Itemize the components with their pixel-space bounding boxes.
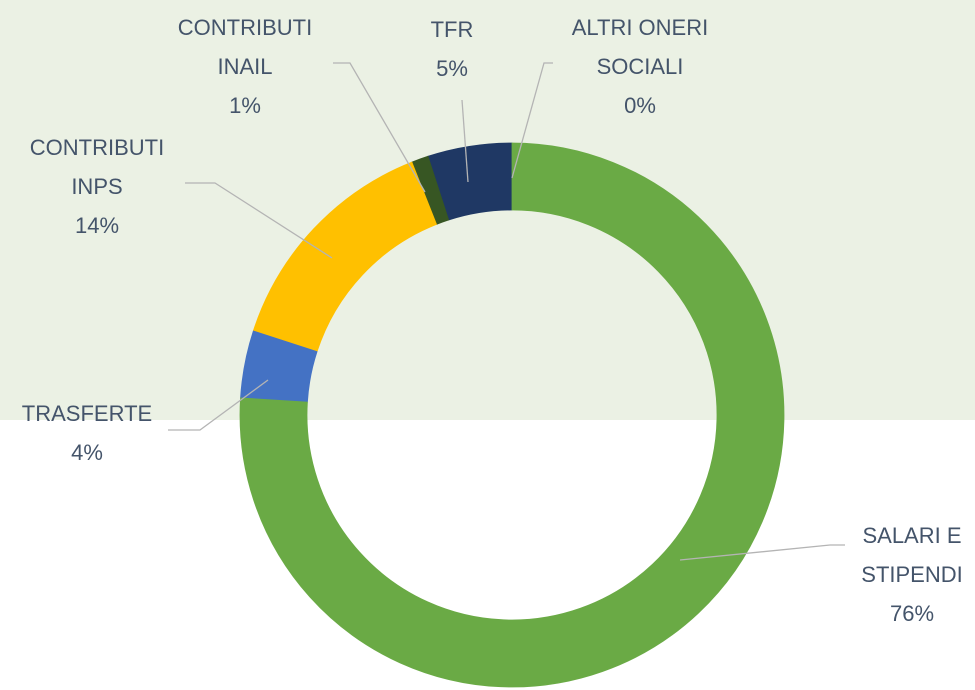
data-label: SALARI E STIPENDI 76% [855, 516, 970, 633]
leader-line [333, 62, 426, 193]
leader-line [511, 62, 553, 179]
label-name: ALTRI ONERI SOCIALI [571, 15, 709, 79]
label-value: 14% [74, 213, 120, 238]
leader-line [461, 99, 469, 183]
label-value: 4% [71, 440, 103, 465]
data-label: TFR 5% [412, 10, 492, 88]
label-value: 0% [624, 93, 656, 118]
label-name: SALARI E STIPENDI [861, 523, 963, 587]
label-value: 5% [436, 56, 468, 81]
data-label: CONTRIBUTI INPS 14% [22, 128, 172, 245]
label-value: 76% [889, 601, 935, 626]
data-label: CONTRIBUTI INAIL 1% [175, 8, 315, 125]
leader-line [168, 379, 269, 431]
label-name: TRASFERTE [21, 401, 153, 426]
label-value: 1% [229, 93, 261, 118]
label-name: CONTRIBUTI INPS [29, 135, 165, 199]
label-name: CONTRIBUTI INAIL [177, 15, 313, 79]
donut-slice [411, 155, 450, 225]
leader-lines [168, 62, 845, 561]
data-label: TRASFERTE 4% [7, 394, 167, 472]
data-label: ALTRI ONERI SOCIALI 0% [560, 8, 720, 125]
leader-line [185, 182, 333, 259]
label-name: TFR [430, 17, 474, 42]
donut-slice [252, 161, 438, 353]
leader-line [679, 544, 845, 561]
donut-slice [239, 142, 785, 688]
donut-slice [240, 330, 318, 403]
